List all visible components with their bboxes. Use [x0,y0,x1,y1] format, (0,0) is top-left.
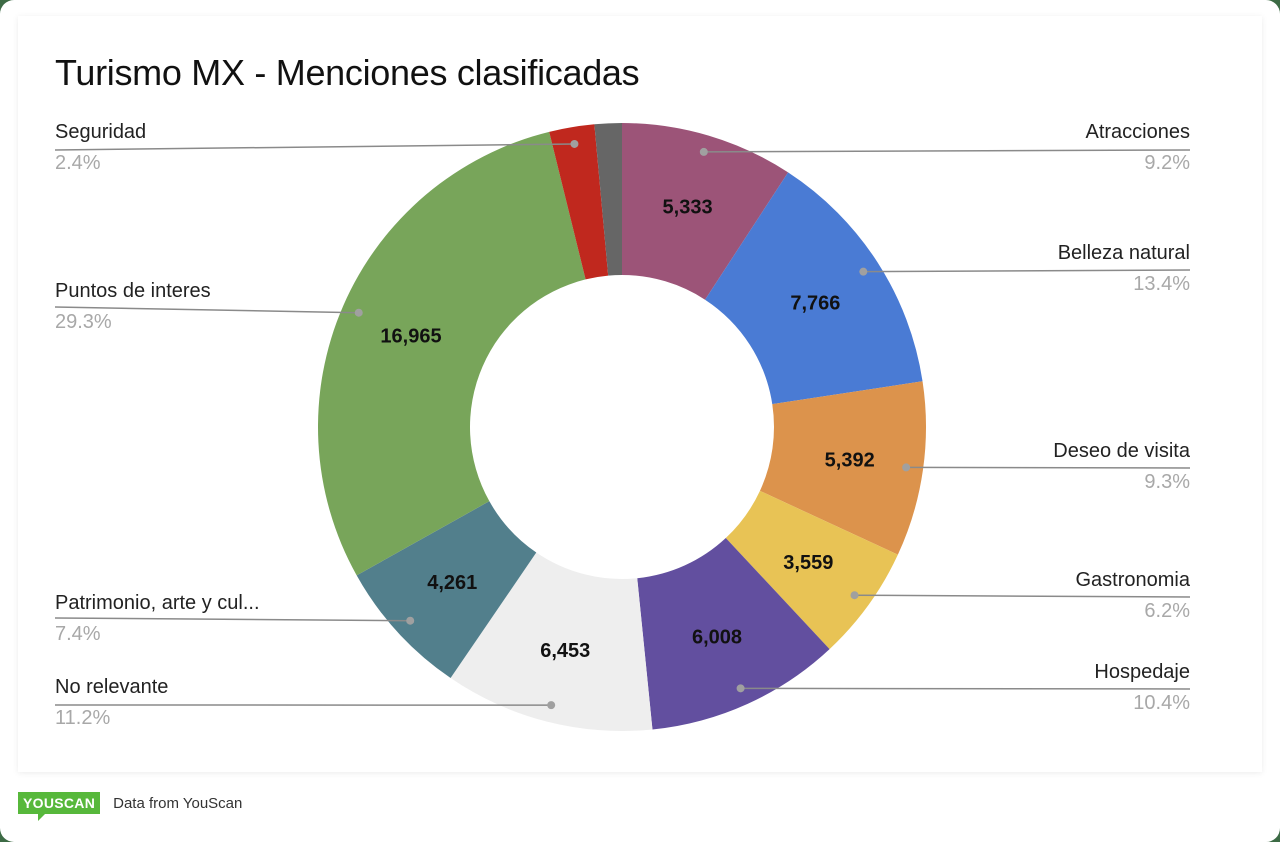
slice-value-label: 3,559 [783,552,833,574]
leader-line [54,306,359,314]
donut-slice [318,131,586,576]
pct-patrimonio: 7.4% [55,623,101,645]
leader-dot [859,267,868,276]
leader-line [854,594,1191,598]
slice-value-label: 6,008 [692,626,742,648]
leader-dot [902,463,911,472]
label-belleza-natural: Belleza natural [1057,242,1190,264]
slice-value-label: 7,766 [790,293,840,315]
data-source-text: Data from YouScan [113,794,243,812]
donut-slice [356,501,537,679]
leader-dot [406,616,415,625]
pct-belleza-natural: 13.4% [1133,273,1190,295]
pct-atracciones: 9.2% [1144,152,1190,174]
label-seguridad: Seguridad [55,121,147,143]
donut-slice [705,172,923,405]
slice-value-label: 5,392 [825,449,875,471]
label-no-relevante: No relevante [55,676,169,698]
leader-line [740,687,1191,690]
donut-slice [725,490,898,650]
pct-deseo-de-visita: 9.3% [1144,471,1190,493]
label-atracciones: Atracciones [1085,121,1191,143]
donut-slice [637,538,830,730]
slice-value-label: 4,261 [427,572,477,594]
pct-puntos-de-interes: 29.3% [55,311,112,333]
pct-hospedaje: 10.4% [1133,692,1190,714]
leader-line [863,269,1191,273]
youscan-logo: YOUSCAN [18,792,101,821]
leader-line [703,149,1191,153]
leader-dot [850,591,859,600]
label-patrimonio: Patrimonio, arte y cul... [55,592,260,614]
pct-gastronomia: 6.2% [1144,600,1190,622]
slice-value-label: 5,333 [663,197,713,219]
leader-dot [736,684,745,693]
leader-dot [354,308,363,317]
label-gastronomia: Gastronomia [1075,569,1191,591]
slice-value-label: 16,965 [380,325,441,347]
pct-no-relevante: 11.2% [55,707,111,729]
pct-seguridad: 2.4% [55,152,101,174]
slice-value-label: 6,453 [540,640,590,662]
donut-slice [549,124,609,280]
donut-slice [594,123,622,276]
donut-slice [622,123,789,300]
leader-line [906,466,1191,469]
leader-dot [699,147,708,156]
leader-dot [547,701,556,710]
label-puntos-de-interes: Puntos de interes [55,280,211,302]
leader-dot [570,139,579,148]
chart-title: Turismo MX - Menciones clasificadas [55,52,640,93]
footer: YOUSCAN Data from YouScan [18,792,243,821]
label-deseo-de-visita: Deseo de visita [1053,440,1190,462]
donut-slice [759,381,926,555]
leader-line [54,143,575,151]
leader-line [54,617,411,622]
label-hospedaje: Hospedaje [1094,661,1190,683]
donut-slice [450,552,653,731]
